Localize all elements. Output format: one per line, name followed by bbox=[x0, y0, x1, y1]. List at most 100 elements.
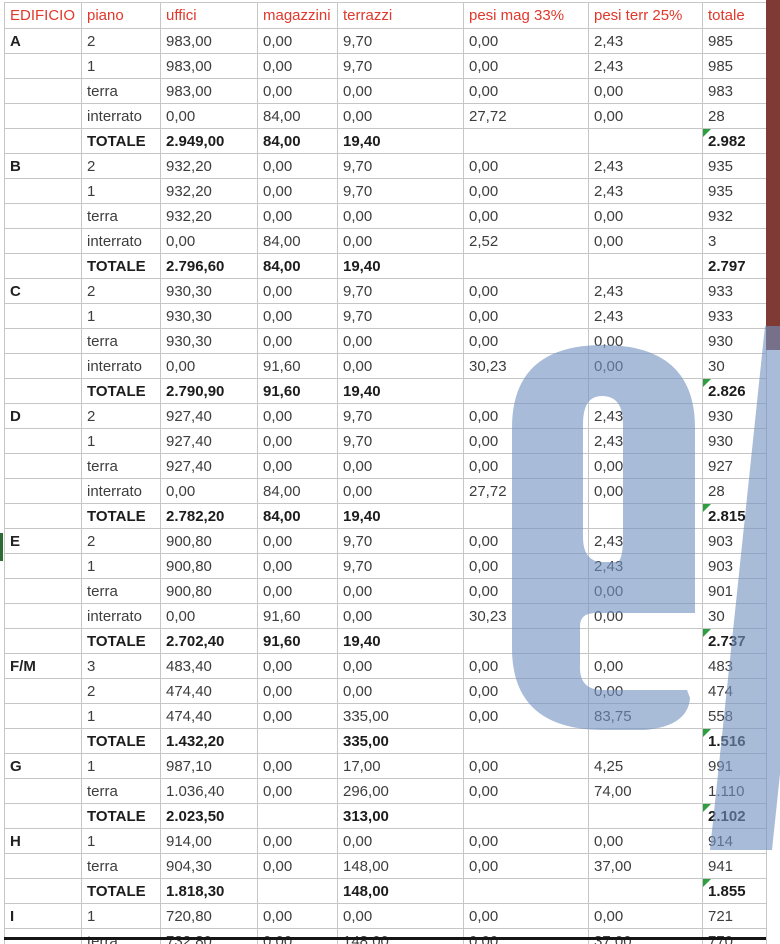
cell-piano[interactable]: TOTALE bbox=[81, 503, 161, 529]
cell-terrazzi[interactable]: 0,00 bbox=[337, 78, 464, 104]
cell-uffici[interactable]: 987,10 bbox=[160, 753, 258, 779]
cell-terrazzi[interactable]: 19,40 bbox=[337, 128, 464, 154]
cell-piano[interactable]: 1 bbox=[81, 753, 161, 779]
cell-edificio[interactable] bbox=[4, 103, 82, 129]
cell-pesi-mag[interactable]: 0,00 bbox=[463, 303, 589, 329]
cell-pesi-mag[interactable]: 0,00 bbox=[463, 703, 589, 729]
cell-piano[interactable]: TOTALE bbox=[81, 803, 161, 829]
cell-piano[interactable]: interrato bbox=[81, 103, 161, 129]
cell-pesi-mag[interactable]: 27,72 bbox=[463, 478, 589, 504]
cell-terrazzi[interactable]: 0,00 bbox=[337, 103, 464, 129]
cell-magazzini[interactable]: 0,00 bbox=[257, 178, 338, 204]
cell-uffici[interactable]: 2.949,00 bbox=[160, 128, 258, 154]
cell-uffici[interactable]: 0,00 bbox=[160, 353, 258, 379]
cell-terrazzi[interactable]: 313,00 bbox=[337, 803, 464, 829]
cell-edificio[interactable] bbox=[4, 603, 82, 629]
cell-terrazzi[interactable]: 19,40 bbox=[337, 628, 464, 654]
cell-pesi-mag[interactable]: 0,00 bbox=[463, 278, 589, 304]
cell-magazzini[interactable]: 0,00 bbox=[257, 903, 338, 929]
cell-edificio[interactable]: F/M bbox=[4, 653, 82, 679]
cell-piano[interactable]: terra bbox=[81, 328, 161, 354]
cell-uffici[interactable]: 0,00 bbox=[160, 103, 258, 129]
cell-magazzini[interactable] bbox=[257, 878, 338, 904]
cell-edificio[interactable] bbox=[4, 778, 82, 804]
cell-magazzini[interactable]: 91,60 bbox=[257, 378, 338, 404]
cell-magazzini[interactable]: 0,00 bbox=[257, 203, 338, 229]
cell-totale[interactable]: 983 bbox=[702, 78, 767, 104]
cell-uffici[interactable]: 1.818,30 bbox=[160, 878, 258, 904]
cell-uffici[interactable]: 930,30 bbox=[160, 328, 258, 354]
cell-pesi-terr[interactable]: 0,00 bbox=[588, 353, 703, 379]
cell-edificio[interactable] bbox=[4, 478, 82, 504]
cell-pesi-terr[interactable]: 74,00 bbox=[588, 778, 703, 804]
cell-edificio[interactable] bbox=[4, 128, 82, 154]
cell-terrazzi[interactable]: 148,00 bbox=[337, 878, 464, 904]
cell-uffici[interactable]: 927,40 bbox=[160, 403, 258, 429]
cell-terrazzi[interactable]: 9,70 bbox=[337, 303, 464, 329]
cell-pesi-terr[interactable]: 2,43 bbox=[588, 528, 703, 554]
cell-magazzini[interactable]: 84,00 bbox=[257, 253, 338, 279]
cell-pesi-mag[interactable]: 0,00 bbox=[463, 428, 589, 454]
cell-totale[interactable]: 932 bbox=[702, 203, 767, 229]
cell-magazzini[interactable]: 0,00 bbox=[257, 453, 338, 479]
cell-terrazzi[interactable]: 335,00 bbox=[337, 728, 464, 754]
cell-magazzini[interactable]: 84,00 bbox=[257, 503, 338, 529]
cell-pesi-terr[interactable]: 2,43 bbox=[588, 278, 703, 304]
cell-terrazzi[interactable]: 335,00 bbox=[337, 703, 464, 729]
cell-totale[interactable]: 903 bbox=[702, 528, 767, 554]
cell-pesi-terr[interactable]: 0,00 bbox=[588, 578, 703, 604]
cell-uffici[interactable]: 1.432,20 bbox=[160, 728, 258, 754]
cell-totale[interactable]: 903 bbox=[702, 553, 767, 579]
cell-piano[interactable]: terra bbox=[81, 778, 161, 804]
cell-pesi-terr[interactable]: 0,00 bbox=[588, 478, 703, 504]
cell-uffici[interactable]: 720,80 bbox=[160, 903, 258, 929]
cell-totale[interactable]: 558 bbox=[702, 703, 767, 729]
cell-uffici[interactable]: 2.702,40 bbox=[160, 628, 258, 654]
cell-magazzini[interactable]: 84,00 bbox=[257, 478, 338, 504]
cell-pesi-mag[interactable] bbox=[463, 803, 589, 829]
cell-piano[interactable]: 1 bbox=[81, 428, 161, 454]
cell-magazzini[interactable]: 0,00 bbox=[257, 28, 338, 54]
col-header-uffici[interactable]: uffici bbox=[160, 2, 258, 29]
cell-pesi-terr[interactable]: 2,43 bbox=[588, 428, 703, 454]
cell-totale[interactable]: 2.815 bbox=[702, 503, 767, 529]
cell-piano[interactable]: terra bbox=[81, 78, 161, 104]
cell-totale[interactable]: 930 bbox=[702, 328, 767, 354]
cell-pesi-mag[interactable]: 2,52 bbox=[463, 228, 589, 254]
cell-magazzini[interactable]: 0,00 bbox=[257, 553, 338, 579]
cell-edificio[interactable] bbox=[4, 878, 82, 904]
cell-magazzini[interactable] bbox=[257, 728, 338, 754]
cell-piano[interactable]: TOTALE bbox=[81, 628, 161, 654]
cell-magazzini[interactable]: 0,00 bbox=[257, 78, 338, 104]
cell-pesi-terr[interactable]: 0,00 bbox=[588, 903, 703, 929]
cell-pesi-terr[interactable] bbox=[588, 253, 703, 279]
cell-pesi-mag[interactable]: 0,00 bbox=[463, 328, 589, 354]
cell-edificio[interactable] bbox=[4, 178, 82, 204]
cell-totale[interactable]: 2.826 bbox=[702, 378, 767, 404]
cell-edificio[interactable] bbox=[4, 853, 82, 879]
cell-edificio[interactable] bbox=[4, 53, 82, 79]
cell-totale[interactable]: 2.982 bbox=[702, 128, 767, 154]
cell-magazzini[interactable]: 0,00 bbox=[257, 828, 338, 854]
cell-totale[interactable]: 1.516 bbox=[702, 728, 767, 754]
cell-uffici[interactable]: 474,40 bbox=[160, 703, 258, 729]
cell-piano[interactable]: interrato bbox=[81, 353, 161, 379]
cell-magazzini[interactable]: 0,00 bbox=[257, 678, 338, 704]
cell-totale[interactable]: 2.737 bbox=[702, 628, 767, 654]
cell-pesi-terr[interactable] bbox=[588, 378, 703, 404]
cell-edificio[interactable] bbox=[4, 628, 82, 654]
cell-piano[interactable]: interrato bbox=[81, 603, 161, 629]
cell-magazzini[interactable]: 91,60 bbox=[257, 628, 338, 654]
cell-edificio[interactable] bbox=[4, 803, 82, 829]
cell-magazzini[interactable]: 0,00 bbox=[257, 653, 338, 679]
cell-terrazzi[interactable]: 148,00 bbox=[337, 853, 464, 879]
cell-totale[interactable]: 2.797 bbox=[702, 253, 767, 279]
cell-piano[interactable]: 2 bbox=[81, 528, 161, 554]
cell-pesi-terr[interactable]: 2,43 bbox=[588, 53, 703, 79]
cell-edificio[interactable] bbox=[4, 253, 82, 279]
cell-pesi-mag[interactable]: 0,00 bbox=[463, 853, 589, 879]
cell-terrazzi[interactable]: 0,00 bbox=[337, 203, 464, 229]
cell-totale[interactable]: 985 bbox=[702, 28, 767, 54]
cell-pesi-mag[interactable]: 0,00 bbox=[463, 653, 589, 679]
cell-magazzini[interactable] bbox=[257, 803, 338, 829]
